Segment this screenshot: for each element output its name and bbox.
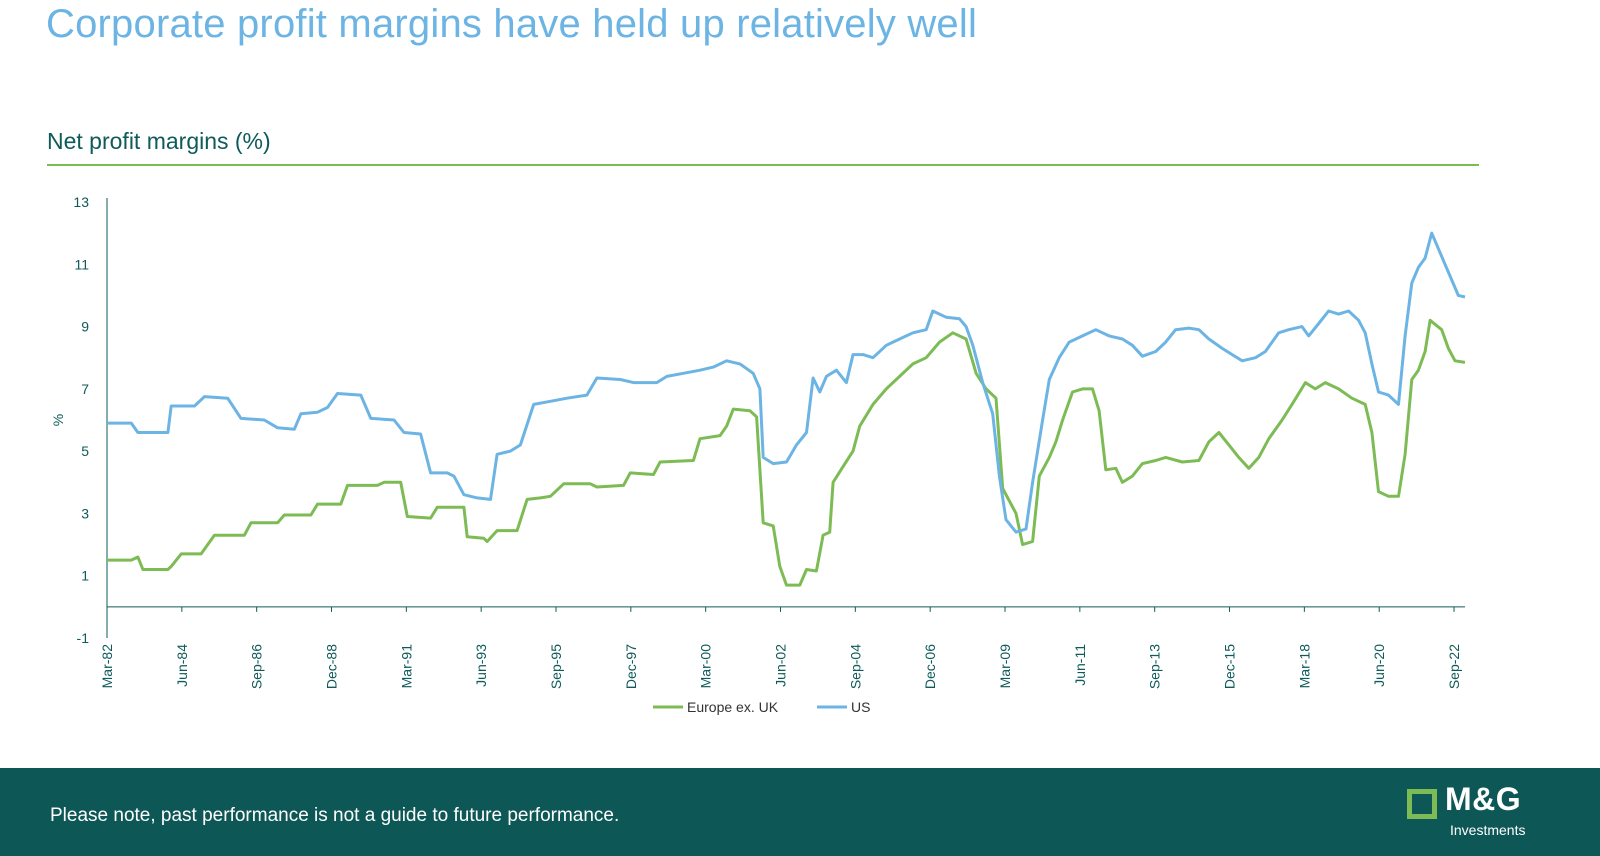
legend-item: Europe ex. UK [653, 699, 779, 715]
x-tick-label: Dec-15 [1222, 644, 1238, 689]
chart-title: Net profit margins (%) [47, 128, 271, 154]
x-tick-label: Sep-22 [1446, 644, 1462, 689]
logo-wordmark: M&G [1445, 781, 1522, 817]
y-tick-label: 11 [74, 256, 89, 272]
legend-item: US [817, 699, 870, 715]
chart-legend: Europe ex. UK US [653, 699, 870, 715]
x-tick-label: Mar-00 [698, 644, 714, 689]
disclaimer-text: Please note, past performance is not a g… [50, 805, 620, 826]
x-tick-label: Mar-09 [997, 644, 1013, 689]
brand-logo: M&G Investments [1407, 781, 1557, 841]
footer-bar: Please note, past performance is not a g… [0, 768, 1600, 856]
logo-square-icon [1407, 789, 1437, 819]
chart-axes [106, 198, 1465, 638]
y-tick-label: 9 [81, 319, 89, 335]
logo-subtext: Investments [1450, 822, 1526, 838]
y-tick-label: 3 [81, 505, 89, 521]
x-tick-label: Sep-04 [847, 644, 863, 689]
x-tick-label: Dec-88 [324, 644, 340, 689]
y-tick-label: 1 [81, 568, 89, 584]
chart-series [107, 231, 1466, 587]
y-tick-label: 5 [81, 443, 89, 459]
x-tick-label: Dec-97 [623, 644, 639, 689]
x-tick-label: Mar-18 [1296, 644, 1312, 689]
x-tick-label: Sep-95 [548, 644, 564, 689]
x-tick-label: Jun-11 [1072, 644, 1088, 686]
series-line-europe-ex-uk [107, 318, 1466, 587]
x-tick-label: Jun-93 [473, 644, 489, 687]
x-tick-label: Jun-20 [1371, 644, 1387, 687]
x-tick-label: Mar-82 [99, 644, 115, 689]
x-tick-label: Jun-02 [773, 644, 789, 687]
slide-title: Corporate profit margins have held up re… [46, 2, 978, 46]
x-tick-label: Sep-13 [1147, 644, 1163, 689]
y-tick-label: 7 [81, 381, 89, 397]
x-tick-label: Dec-06 [922, 644, 938, 689]
y-tick-label: -1 [77, 630, 90, 646]
series-line-us [107, 231, 1466, 534]
y-tick-label: 13 [73, 194, 89, 210]
x-tick-label: Jun-84 [174, 644, 190, 687]
legend-label: US [851, 699, 870, 715]
x-axis-ticks: Mar-82 Jun-84 Sep-86 Dec-88 Mar-91 Jun-93 Sep-… [99, 606, 1462, 689]
x-tick-label: Sep-86 [249, 644, 265, 689]
legend-label: Europe ex. UK [687, 699, 779, 715]
y-axis-label: % [50, 414, 66, 426]
heading-divider [47, 164, 1479, 166]
x-tick-label: Mar-91 [398, 644, 414, 689]
